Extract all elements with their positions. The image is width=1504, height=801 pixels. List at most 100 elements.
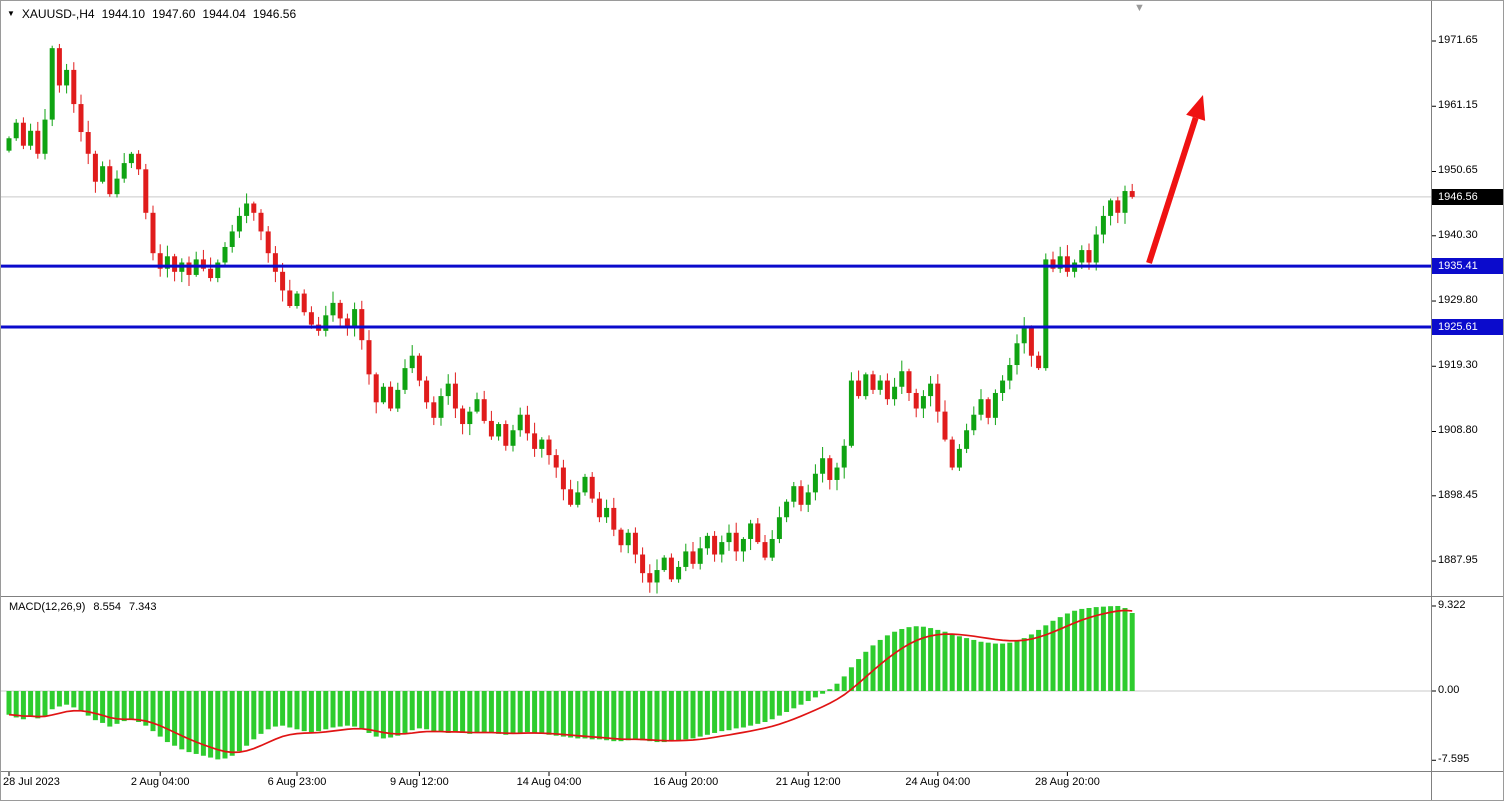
- candle-body: [625, 532, 631, 546]
- macd-histogram-bar: [841, 676, 847, 691]
- macd-histogram-bar: [85, 691, 91, 716]
- candle-body: [971, 414, 977, 431]
- symbol-collapse-icon[interactable]: ▼: [7, 9, 15, 18]
- candle-body: [532, 433, 538, 449]
- macd-histogram-bar: [337, 691, 343, 727]
- current-price-value: 1946.56: [1438, 190, 1478, 203]
- candle-body: [899, 371, 905, 387]
- resistance-level-value: 1935.41: [1438, 260, 1478, 273]
- ohlc-open-value: 1944.10: [101, 7, 145, 21]
- candle-body: [222, 246, 228, 263]
- candle-body: [820, 458, 826, 474]
- candle-body: [308, 312, 314, 325]
- macd-axis-label: -7.595: [1438, 753, 1470, 766]
- candle-body: [157, 253, 163, 269]
- trend-arrow-shaft[interactable]: [1146, 116, 1199, 264]
- macd-histogram-bar: [863, 651, 869, 691]
- macd-histogram-bar: [870, 645, 876, 691]
- macd-histogram-bar: [78, 691, 84, 712]
- candle-body: [380, 386, 386, 403]
- candle-body: [618, 529, 624, 546]
- candle-body: [848, 380, 854, 446]
- macd-histogram-bar: [676, 691, 682, 741]
- candle-body: [301, 293, 307, 313]
- macd-histogram-bar: [820, 691, 826, 694]
- candle-body: [402, 368, 408, 390]
- candle-body: [474, 399, 480, 412]
- chart-shift-marker-icon[interactable]: ▼: [1134, 2, 1145, 14]
- macd-panel-separator[interactable]: [1, 596, 1503, 597]
- macd-histogram-bar: [546, 691, 552, 735]
- macd-histogram-bar: [294, 691, 300, 730]
- macd-histogram-bar: [323, 691, 329, 730]
- macd-histogram-bar: [913, 626, 919, 691]
- macd-histogram-bar: [395, 691, 401, 736]
- candle-body: [1021, 327, 1027, 344]
- candle-body: [654, 570, 660, 583]
- macd-histogram-bar: [265, 691, 271, 730]
- candle-body: [395, 389, 401, 409]
- candle-body: [128, 153, 134, 164]
- macd-histogram-bar: [308, 691, 314, 733]
- candle-body: [913, 392, 919, 409]
- macd-histogram-bar: [1000, 643, 1006, 691]
- macd-histogram-bar: [503, 691, 509, 735]
- trend-arrow-head[interactable]: [1186, 95, 1206, 121]
- symbol-info-line: ▼ XAUUSD-,H4 1944.10 1947.60 1944.04 194…: [7, 7, 296, 21]
- candle-body: [49, 48, 55, 120]
- macd-histogram-bar: [1007, 642, 1013, 691]
- candle-body: [769, 538, 775, 558]
- candle-body: [942, 411, 948, 440]
- macd-signal-line: [8, 609, 1133, 754]
- candle-body: [150, 212, 156, 254]
- macd-histogram-bar: [251, 691, 257, 740]
- support-level-marker[interactable]: 1925.61: [1432, 319, 1503, 336]
- macd-histogram-bar: [366, 691, 372, 733]
- candle-body: [143, 169, 149, 213]
- macd-histogram-bar: [928, 628, 934, 691]
- candle-body: [1115, 200, 1121, 213]
- candle-body: [1014, 343, 1020, 366]
- macd-histogram-bar: [157, 691, 163, 737]
- macd-histogram-bar: [769, 691, 775, 720]
- candle-body: [13, 122, 19, 139]
- candle-body: [892, 386, 898, 400]
- macd-histogram-bar: [301, 691, 307, 732]
- macd-histogram-bar: [330, 691, 336, 728]
- macd-histogram-bar: [164, 691, 170, 743]
- macd-histogram-bar: [287, 691, 293, 728]
- candle-body: [251, 203, 257, 213]
- price-axis-label: 1950.65: [1438, 164, 1478, 177]
- ohlc-low-value: 1944.04: [202, 7, 246, 21]
- macd-axis-label: 9.322: [1438, 598, 1466, 611]
- macd-histogram-bar: [971, 639, 977, 691]
- candle-body: [812, 473, 818, 493]
- macd-histogram-bar: [474, 691, 480, 733]
- price-axis-label: 1929.80: [1438, 294, 1478, 307]
- macd-histogram-bar: [964, 638, 970, 691]
- macd-histogram-bar: [316, 691, 322, 732]
- macd-histogram-bar: [553, 691, 559, 736]
- candle-body: [596, 498, 602, 518]
- candle-body: [676, 566, 682, 580]
- macd-histogram-bar: [359, 691, 365, 730]
- macd-histogram-bar: [1129, 612, 1135, 691]
- time-axis-label: 16 Aug 20:00: [653, 776, 719, 788]
- macd-histogram-bar: [1108, 606, 1114, 691]
- macd-histogram-bar: [690, 691, 696, 739]
- ohlc-high-value: 1947.60: [152, 7, 196, 21]
- candle-body: [42, 119, 48, 154]
- time-axis-label: 9 Aug 12:00: [390, 776, 449, 788]
- resistance-level-marker[interactable]: 1935.41: [1432, 258, 1503, 275]
- macd-histogram-bar: [1086, 608, 1092, 691]
- macd-histogram-bar: [805, 691, 811, 702]
- candle-body: [884, 380, 890, 400]
- macd-histogram-bar: [510, 691, 516, 734]
- candle-body: [762, 542, 768, 558]
- candle-body: [546, 439, 552, 456]
- macd-histogram-bar: [236, 691, 242, 752]
- macd-histogram-bar: [100, 691, 106, 723]
- macd-histogram-bar: [956, 636, 962, 691]
- price-axis-label: 1908.80: [1438, 424, 1478, 437]
